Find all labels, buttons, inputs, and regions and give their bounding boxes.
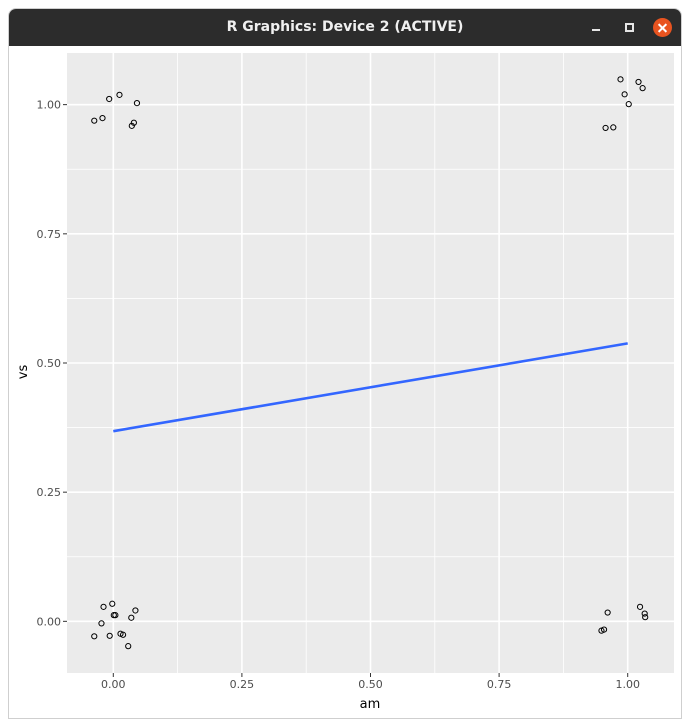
data-point <box>119 631 127 638</box>
y-tick-label: 0.25 <box>37 486 62 499</box>
window-title: R Graphics: Device 2 (ACTIVE) <box>226 19 464 35</box>
maximize-icon[interactable] <box>620 18 639 37</box>
data-point <box>598 627 605 634</box>
fit-line-group <box>113 342 628 433</box>
data-point <box>128 614 135 621</box>
x-tick-label: 0.00 <box>101 678 126 691</box>
x-tick-label: 1.00 <box>615 678 640 691</box>
minimize-icon[interactable] <box>587 18 606 37</box>
data-point <box>639 85 646 92</box>
x-axis-label: am <box>360 697 381 712</box>
data-point <box>112 612 119 619</box>
x-tick-label: 0.50 <box>358 678 383 691</box>
data-point <box>636 603 644 610</box>
data-point <box>125 643 132 650</box>
y-tick-label: 0.50 <box>37 357 62 370</box>
data-point <box>116 91 123 98</box>
data-point <box>106 632 113 639</box>
data-point <box>621 91 628 98</box>
grid-lines <box>67 53 674 673</box>
data-point <box>106 95 113 103</box>
data-point <box>130 119 137 126</box>
regression-line <box>113 342 628 433</box>
data-point <box>100 603 107 610</box>
data-point <box>642 614 649 621</box>
y-axis-label: vs <box>16 365 31 380</box>
plot-area: 0.00 0.25 0.50 0.75 1.00 0.00 0.25 0.50 0.75 1.00… <box>9 46 681 718</box>
y-tick-label: 0.00 <box>37 615 62 628</box>
close-icon[interactable] <box>653 18 672 37</box>
data-point <box>625 101 632 108</box>
data-point <box>133 100 141 107</box>
title-bar[interactable]: R Graphics: Device 2 (ACTIVE) <box>9 9 681 46</box>
data-point <box>109 600 116 607</box>
r-graphics-window: R Graphics: Device 2 (ACTIVE) 0.00 0.25 0.… <box>8 8 682 719</box>
data-point <box>132 607 139 614</box>
data-point <box>128 122 135 129</box>
data-point <box>99 115 106 122</box>
scatter-plot: 0.00 0.25 0.50 0.75 1.00 0.00 0.25 0.50 0.75 1.00… <box>16 53 674 712</box>
data-point <box>98 620 105 627</box>
data-point <box>617 76 624 83</box>
data-points <box>91 76 649 650</box>
data-point <box>641 610 648 617</box>
data-point <box>604 609 611 616</box>
y-tick-label: 0.75 <box>37 228 62 241</box>
x-tick-label: 0.75 <box>487 678 512 691</box>
data-point <box>602 124 609 132</box>
x-tick-label: 0.25 <box>230 678 255 691</box>
data-point <box>91 633 98 640</box>
axes: 0.00 0.25 0.50 0.75 1.00 0.00 0.25 0.50 0.75 1.00 <box>37 99 640 691</box>
data-point <box>610 124 617 131</box>
y-tick-label: 1.00 <box>37 99 62 112</box>
data-point <box>91 117 98 124</box>
data-point <box>635 78 642 86</box>
